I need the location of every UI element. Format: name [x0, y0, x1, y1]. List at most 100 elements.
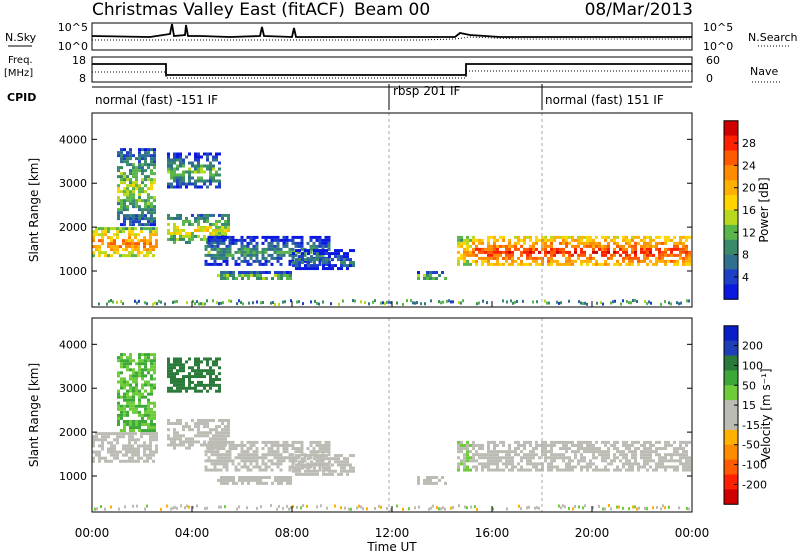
power-cbar-label-4: 16: [742, 204, 756, 217]
power-cbar-swatch-4: [724, 165, 738, 181]
x-tick-label-0: 00:00: [75, 526, 110, 540]
x-tick-label-5: 20:00: [575, 526, 610, 540]
power-cbar-swatch-12: [724, 284, 738, 300]
power-ytick-label-2000: 2000: [59, 221, 87, 234]
velocity-echo-region-10: [472, 440, 691, 472]
power-yticks: 1000 2000 3000 4000: [59, 133, 692, 278]
velocity-ytick-label-2000: 2000: [59, 426, 87, 439]
velocity-cbar-label-5: -15: [742, 419, 760, 432]
power-cbar-swatch-5: [724, 180, 738, 196]
velocity-cbar-label-2: 100: [742, 359, 763, 372]
power-echo-layer: [92, 148, 691, 306]
power-colorbar: 28 24 20 16 12 8 4: [723, 120, 756, 300]
power-frame: [91, 112, 693, 308]
velocity-echo-region-8: [417, 476, 447, 485]
x-tick-label-4: 16:00: [475, 526, 510, 540]
power-cbar-swatch-3: [724, 150, 738, 166]
power-ytick-label-3000: 3000: [59, 177, 87, 190]
date-label: 08/Mar/2013: [585, 0, 693, 20]
power-cbar-swatch-10: [724, 254, 738, 270]
power-cbar-label-2: 24: [742, 159, 756, 172]
power-cbar-label: Power [dB]: [757, 177, 771, 242]
station-title: Christmas Valley East (fitACF): [92, 0, 345, 20]
velocity-echo-region-1: [92, 432, 158, 463]
power-cbar-swatch-9: [724, 239, 738, 256]
cpid-segment-2: rbsp 201 IF: [393, 84, 460, 98]
noise-right-tick-high: 10^5: [703, 21, 733, 34]
freq-tick-low: 8: [79, 72, 86, 85]
power-echo-region-10: [472, 235, 691, 266]
power-echo-region-7: [292, 249, 355, 271]
noise-left-label: N.Sky: [5, 31, 37, 44]
power-cbar-label-1: 28: [742, 137, 756, 150]
power-echo-region-2: [117, 148, 156, 227]
beam-label: Beam 00: [354, 0, 430, 20]
freq-trace: [92, 63, 692, 76]
power-cbar-swatch-11: [724, 269, 738, 285]
x-axis: 00:00 04:00 08:00 12:00 16:00 20:00 00:00: [75, 301, 709, 540]
nave-tick-low: 0: [706, 72, 713, 85]
velocity-cbar-swatch-4: [724, 370, 738, 386]
power-cbar-label-5: 12: [742, 226, 756, 239]
freq-label-2: [MHz]: [4, 68, 33, 79]
velocity-near-range-echoes: [94, 504, 690, 511]
velocity-cbar-swatch-12: [724, 489, 738, 505]
velocity-ytick-label-1000: 1000: [59, 470, 87, 483]
cpid-row: CPID normal (fast) -151 IF rbsp 201 IF n…: [7, 84, 692, 110]
x-tick-label-3: 12:00: [375, 526, 410, 540]
velocity-colorbar: 200 100 50 15 -15 -50 -100 -200: [723, 325, 767, 505]
velocity-cbar-label-6: -50: [742, 439, 760, 452]
freq-label-1: Freq.: [8, 55, 33, 66]
cpid-segment-1: normal (fast) -151 IF: [95, 93, 218, 107]
power-panel: 1000 2000 3000 4000 Slant Range [km] 28 24 20…: [27, 112, 771, 308]
x-tick-label-1: 04:00: [175, 526, 210, 540]
power-cbar-swatch-7: [724, 210, 738, 226]
power-ytick-label-1000: 1000: [59, 265, 87, 278]
velocity-cbar-swatch-3: [724, 355, 738, 371]
power-echo-region-9: [457, 235, 472, 266]
noise-right-tick-low: 10^0: [703, 40, 733, 53]
velocity-echo-layer: [92, 353, 691, 511]
noise-panel: N.Sky 10^5 10^0 10^5 10^0 N.Search: [5, 21, 798, 53]
power-echo-region-4: [167, 152, 221, 189]
velocity-ytick-label-3000: 3000: [59, 382, 87, 395]
velocity-cbar-swatch-11: [724, 474, 738, 490]
power-cbar-swatch-8: [724, 224, 738, 241]
power-echo-region-8: [417, 271, 447, 281]
power-echo-region-5: [204, 235, 331, 266]
freq-panel: Freq. [MHz] 18 8 60 0 Nave: [4, 54, 780, 85]
velocity-echo-region-4: [167, 357, 221, 393]
x-tick-label-2: 08:00: [275, 526, 310, 540]
velocity-ylabel: Slant Range [km]: [27, 363, 41, 467]
velocity-cbar-swatch-7: [724, 415, 738, 431]
noise-left-tick-low: 10^0: [58, 40, 88, 53]
velocity-cbar-frame: [723, 325, 739, 505]
velocity-cbar-swatch-1: [724, 325, 738, 342]
velocity-cbar-swatch-6: [724, 400, 738, 416]
power-ylabel: Slant Range [km]: [27, 158, 41, 262]
velocity-echo-region-5: [204, 440, 331, 472]
velocity-cbar-swatch-9: [724, 444, 738, 461]
velocity-panel: 1000 2000 3000 4000 Slant Range [km] 200 100…: [27, 317, 773, 513]
velocity-frame: [91, 317, 693, 513]
power-cbar-swatch-6: [724, 195, 738, 211]
power-cbar-label-3: 20: [742, 182, 756, 195]
velocity-echo-region-7: [292, 454, 355, 476]
noise-search-trace: [92, 36, 692, 41]
noise-left-tick-high: 10^5: [58, 21, 88, 34]
cpid-segment-3: normal (fast) 151 IF: [545, 93, 664, 107]
velocity-cbar-swatch-10: [724, 459, 738, 475]
power-near-range-echoes: [98, 299, 690, 306]
velocity-cbar-label-8: -200: [742, 478, 767, 491]
velocity-ytick-label-4000: 4000: [59, 338, 87, 351]
velocity-cbar-label-1: 200: [742, 340, 763, 353]
velocity-echo-region-6: [217, 476, 292, 485]
velocity-echo-region-2: [117, 353, 156, 433]
noise-right-label: N.Search: [748, 31, 798, 44]
nave-label: Nave: [750, 65, 778, 78]
power-ytick-label-4000: 4000: [59, 133, 87, 146]
velocity-cbar-label-3: 50: [742, 379, 756, 392]
power-echo-region-1: [92, 227, 158, 258]
velocity-cbar-label-4: 15: [742, 399, 756, 412]
power-cbar-label-6: 8: [742, 249, 749, 262]
